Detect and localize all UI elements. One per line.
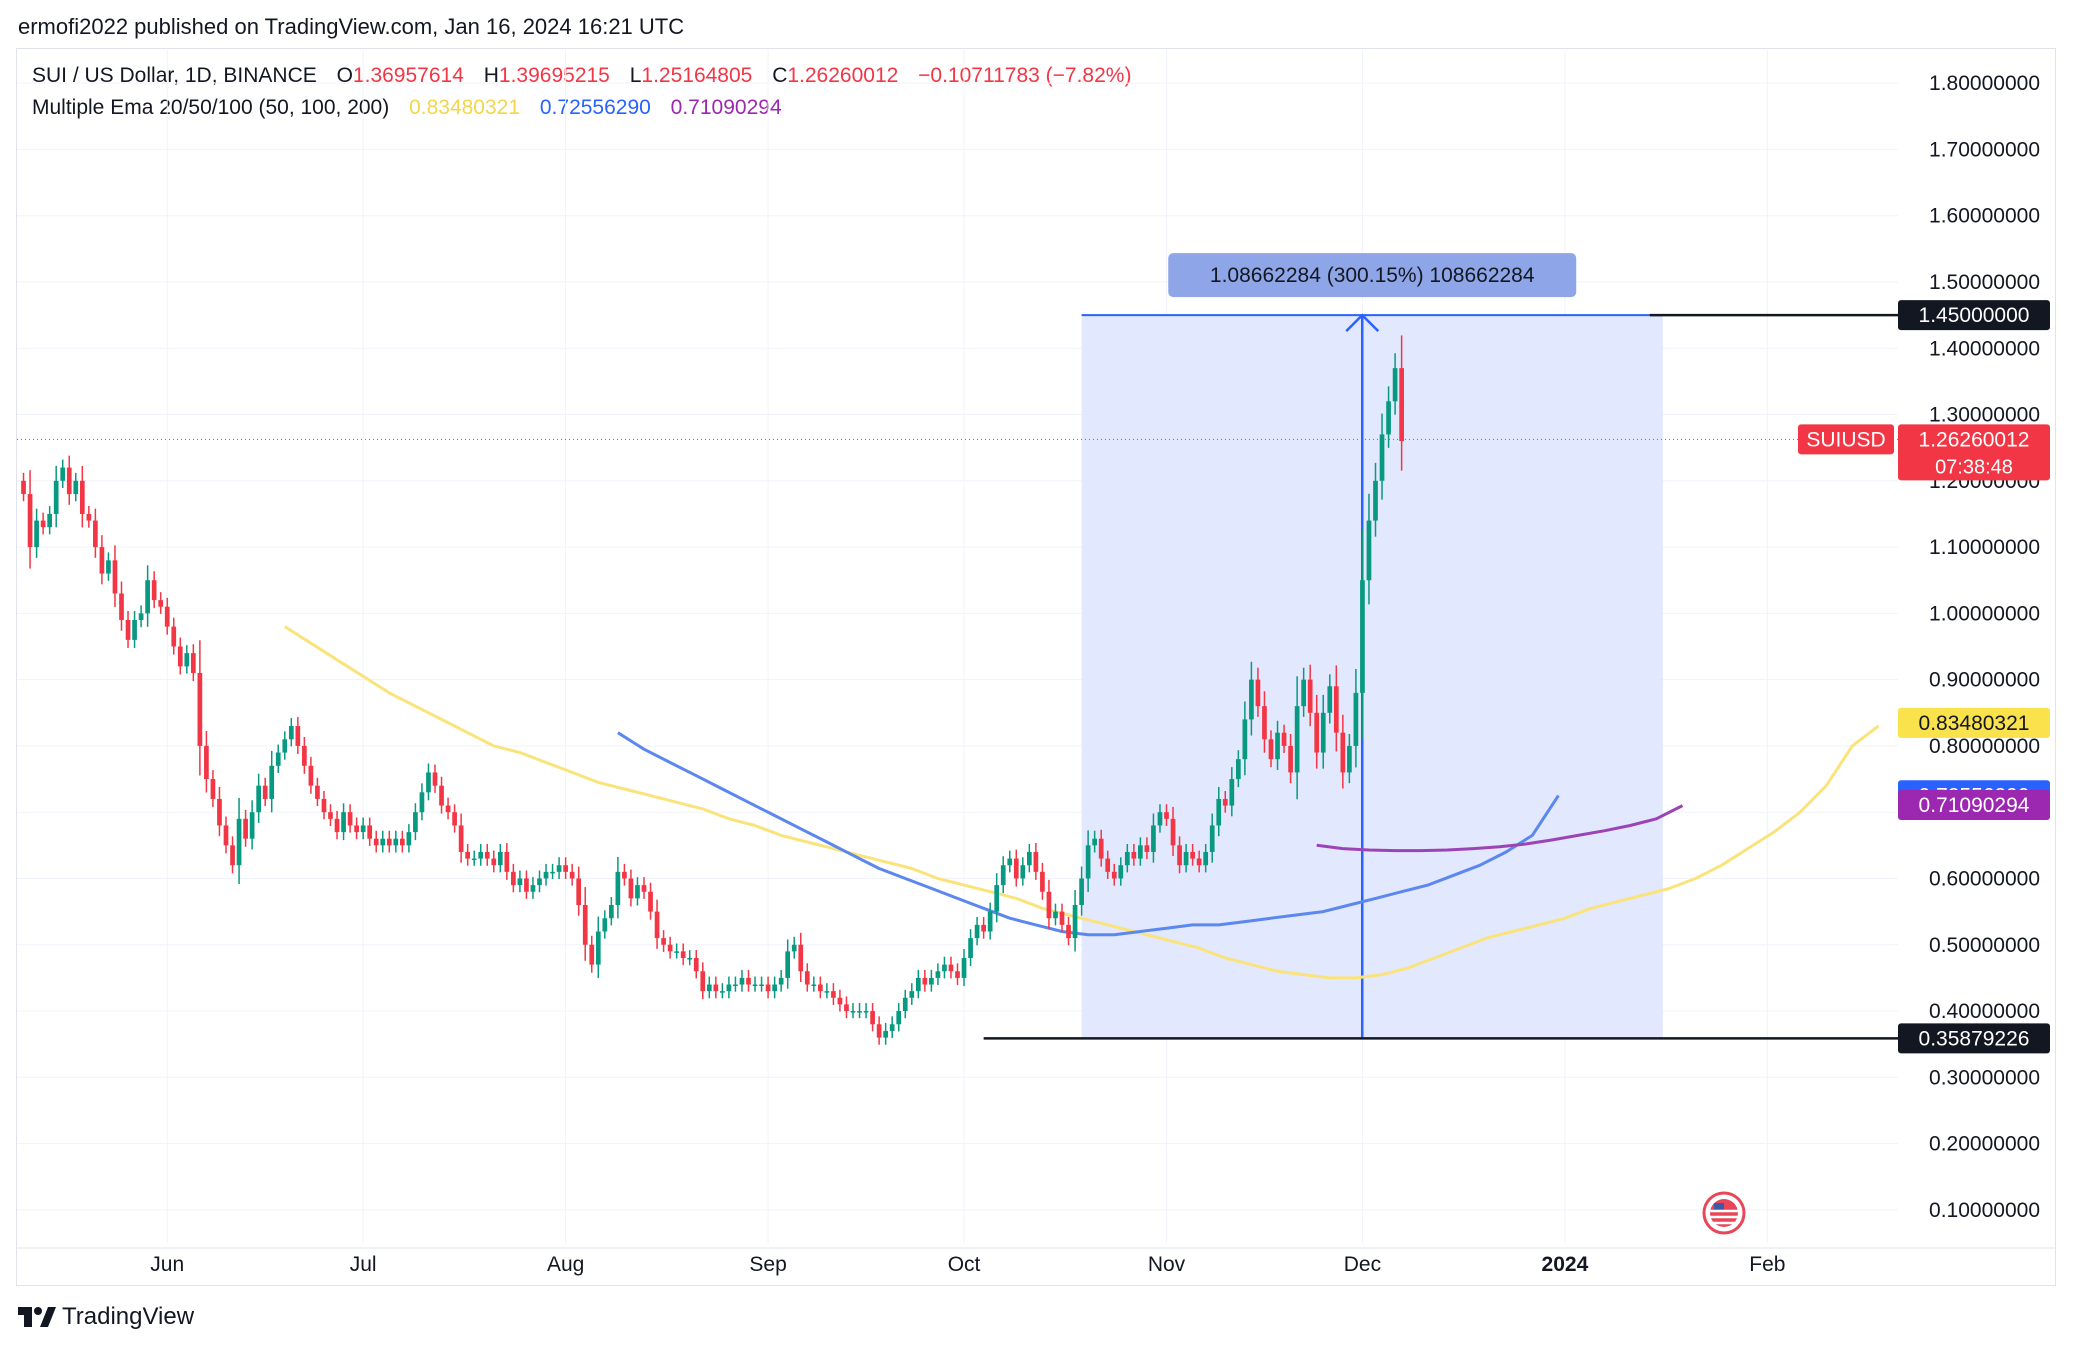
- open-value: 1.36957614: [352, 64, 464, 87]
- close-label: C: [772, 64, 788, 87]
- footer-brand: TradingView: [62, 1303, 195, 1330]
- change-value: −0.10711783 (−7.82%): [918, 64, 1132, 87]
- open-label: O: [336, 64, 353, 87]
- tradingview-logo[interactable]: TradingView: [18, 1303, 194, 1331]
- low-value: 1.25164805: [641, 64, 753, 87]
- high-value: 1.39695215: [498, 64, 610, 87]
- close-value: 1.26260012: [787, 64, 899, 87]
- ema-indicator-name[interactable]: Multiple Ema 20/50/100 (50, 100, 200): [32, 96, 390, 119]
- low-label: L: [629, 64, 642, 87]
- symbol-name[interactable]: SUI / US Dollar, 1D, BINANCE: [32, 64, 317, 87]
- symbol-legend: SUI / US Dollar, 1D, BINANCE O1.36957614…: [32, 64, 1135, 88]
- high-label: H: [483, 64, 499, 87]
- ema-legend: Multiple Ema 20/50/100 (50, 100, 200) 0.…: [32, 96, 786, 120]
- ema200-value: 0.71090294: [670, 96, 782, 119]
- ema100-value: 0.72556290: [539, 96, 651, 119]
- ema50-value: 0.83480321: [409, 96, 521, 119]
- chart-frame: [16, 48, 2056, 1286]
- publisher-line: ermofi2022 published on TradingView.com,…: [18, 14, 685, 39]
- tradingview-logo-icon: [18, 1307, 56, 1327]
